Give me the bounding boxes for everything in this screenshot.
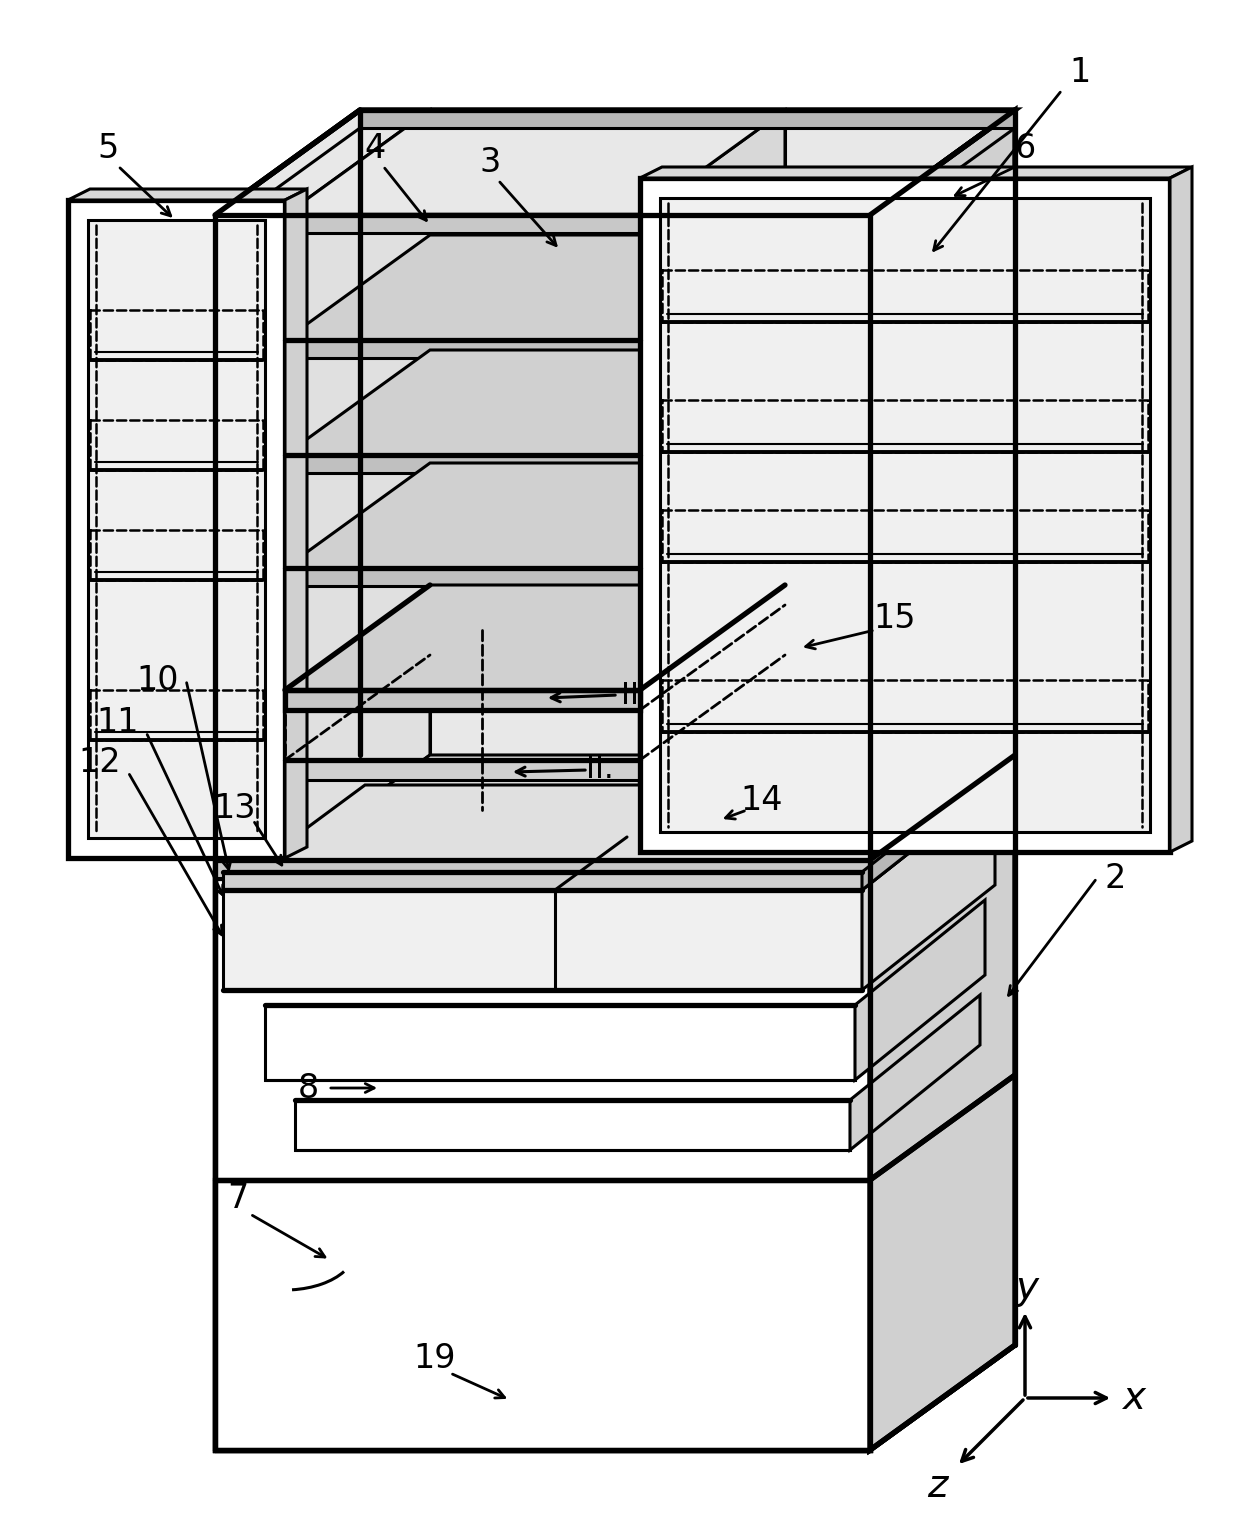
- Text: x: x: [1123, 1379, 1147, 1417]
- Text: 7: 7: [227, 1182, 249, 1214]
- Polygon shape: [215, 216, 870, 232]
- Polygon shape: [285, 235, 785, 339]
- Polygon shape: [285, 567, 640, 586]
- Polygon shape: [285, 456, 640, 472]
- Polygon shape: [285, 463, 785, 567]
- Text: II: II: [621, 680, 639, 709]
- Text: II.: II.: [587, 755, 614, 784]
- Polygon shape: [223, 890, 862, 989]
- Polygon shape: [856, 901, 985, 1079]
- Polygon shape: [68, 190, 308, 200]
- Polygon shape: [640, 110, 785, 859]
- Polygon shape: [640, 350, 785, 472]
- Text: 6: 6: [1014, 131, 1035, 165]
- Text: 2: 2: [1105, 861, 1126, 894]
- Text: 10: 10: [136, 664, 180, 697]
- Polygon shape: [285, 339, 640, 358]
- Polygon shape: [870, 774, 1016, 1449]
- Polygon shape: [430, 110, 785, 755]
- Polygon shape: [285, 350, 785, 456]
- Polygon shape: [285, 760, 640, 780]
- Polygon shape: [285, 110, 785, 216]
- Polygon shape: [215, 216, 870, 1449]
- Polygon shape: [1171, 167, 1192, 852]
- Polygon shape: [285, 586, 785, 690]
- Polygon shape: [640, 177, 1171, 852]
- Polygon shape: [870, 1075, 1016, 1449]
- Polygon shape: [640, 167, 1192, 177]
- Polygon shape: [849, 995, 980, 1150]
- Text: 14: 14: [740, 783, 784, 816]
- Text: 13: 13: [213, 792, 257, 824]
- Polygon shape: [870, 110, 1016, 1449]
- Polygon shape: [223, 872, 862, 890]
- Polygon shape: [215, 878, 870, 1449]
- Polygon shape: [285, 690, 640, 709]
- Polygon shape: [88, 220, 265, 838]
- Polygon shape: [215, 1180, 870, 1449]
- Polygon shape: [285, 110, 430, 859]
- Polygon shape: [215, 859, 870, 878]
- Text: z: z: [926, 1466, 947, 1505]
- Polygon shape: [295, 1099, 849, 1150]
- Text: y: y: [1016, 1269, 1039, 1307]
- Text: 11: 11: [97, 705, 139, 739]
- Text: 3: 3: [480, 145, 501, 179]
- Polygon shape: [660, 197, 1149, 832]
- Text: 15: 15: [874, 601, 916, 635]
- Text: 12: 12: [78, 746, 122, 778]
- Polygon shape: [360, 110, 1016, 128]
- Polygon shape: [640, 586, 785, 709]
- Polygon shape: [862, 768, 994, 890]
- Polygon shape: [640, 463, 785, 586]
- Text: 1: 1: [1069, 55, 1091, 89]
- Polygon shape: [285, 190, 308, 858]
- Polygon shape: [215, 110, 1016, 216]
- Polygon shape: [862, 784, 994, 989]
- Text: 5: 5: [98, 131, 119, 165]
- Polygon shape: [640, 235, 785, 358]
- Polygon shape: [223, 784, 994, 890]
- Polygon shape: [285, 755, 785, 859]
- Text: 4: 4: [365, 131, 386, 165]
- Text: 19: 19: [414, 1341, 456, 1375]
- Polygon shape: [68, 200, 285, 858]
- Polygon shape: [265, 1005, 856, 1079]
- Text: 8: 8: [298, 1072, 319, 1104]
